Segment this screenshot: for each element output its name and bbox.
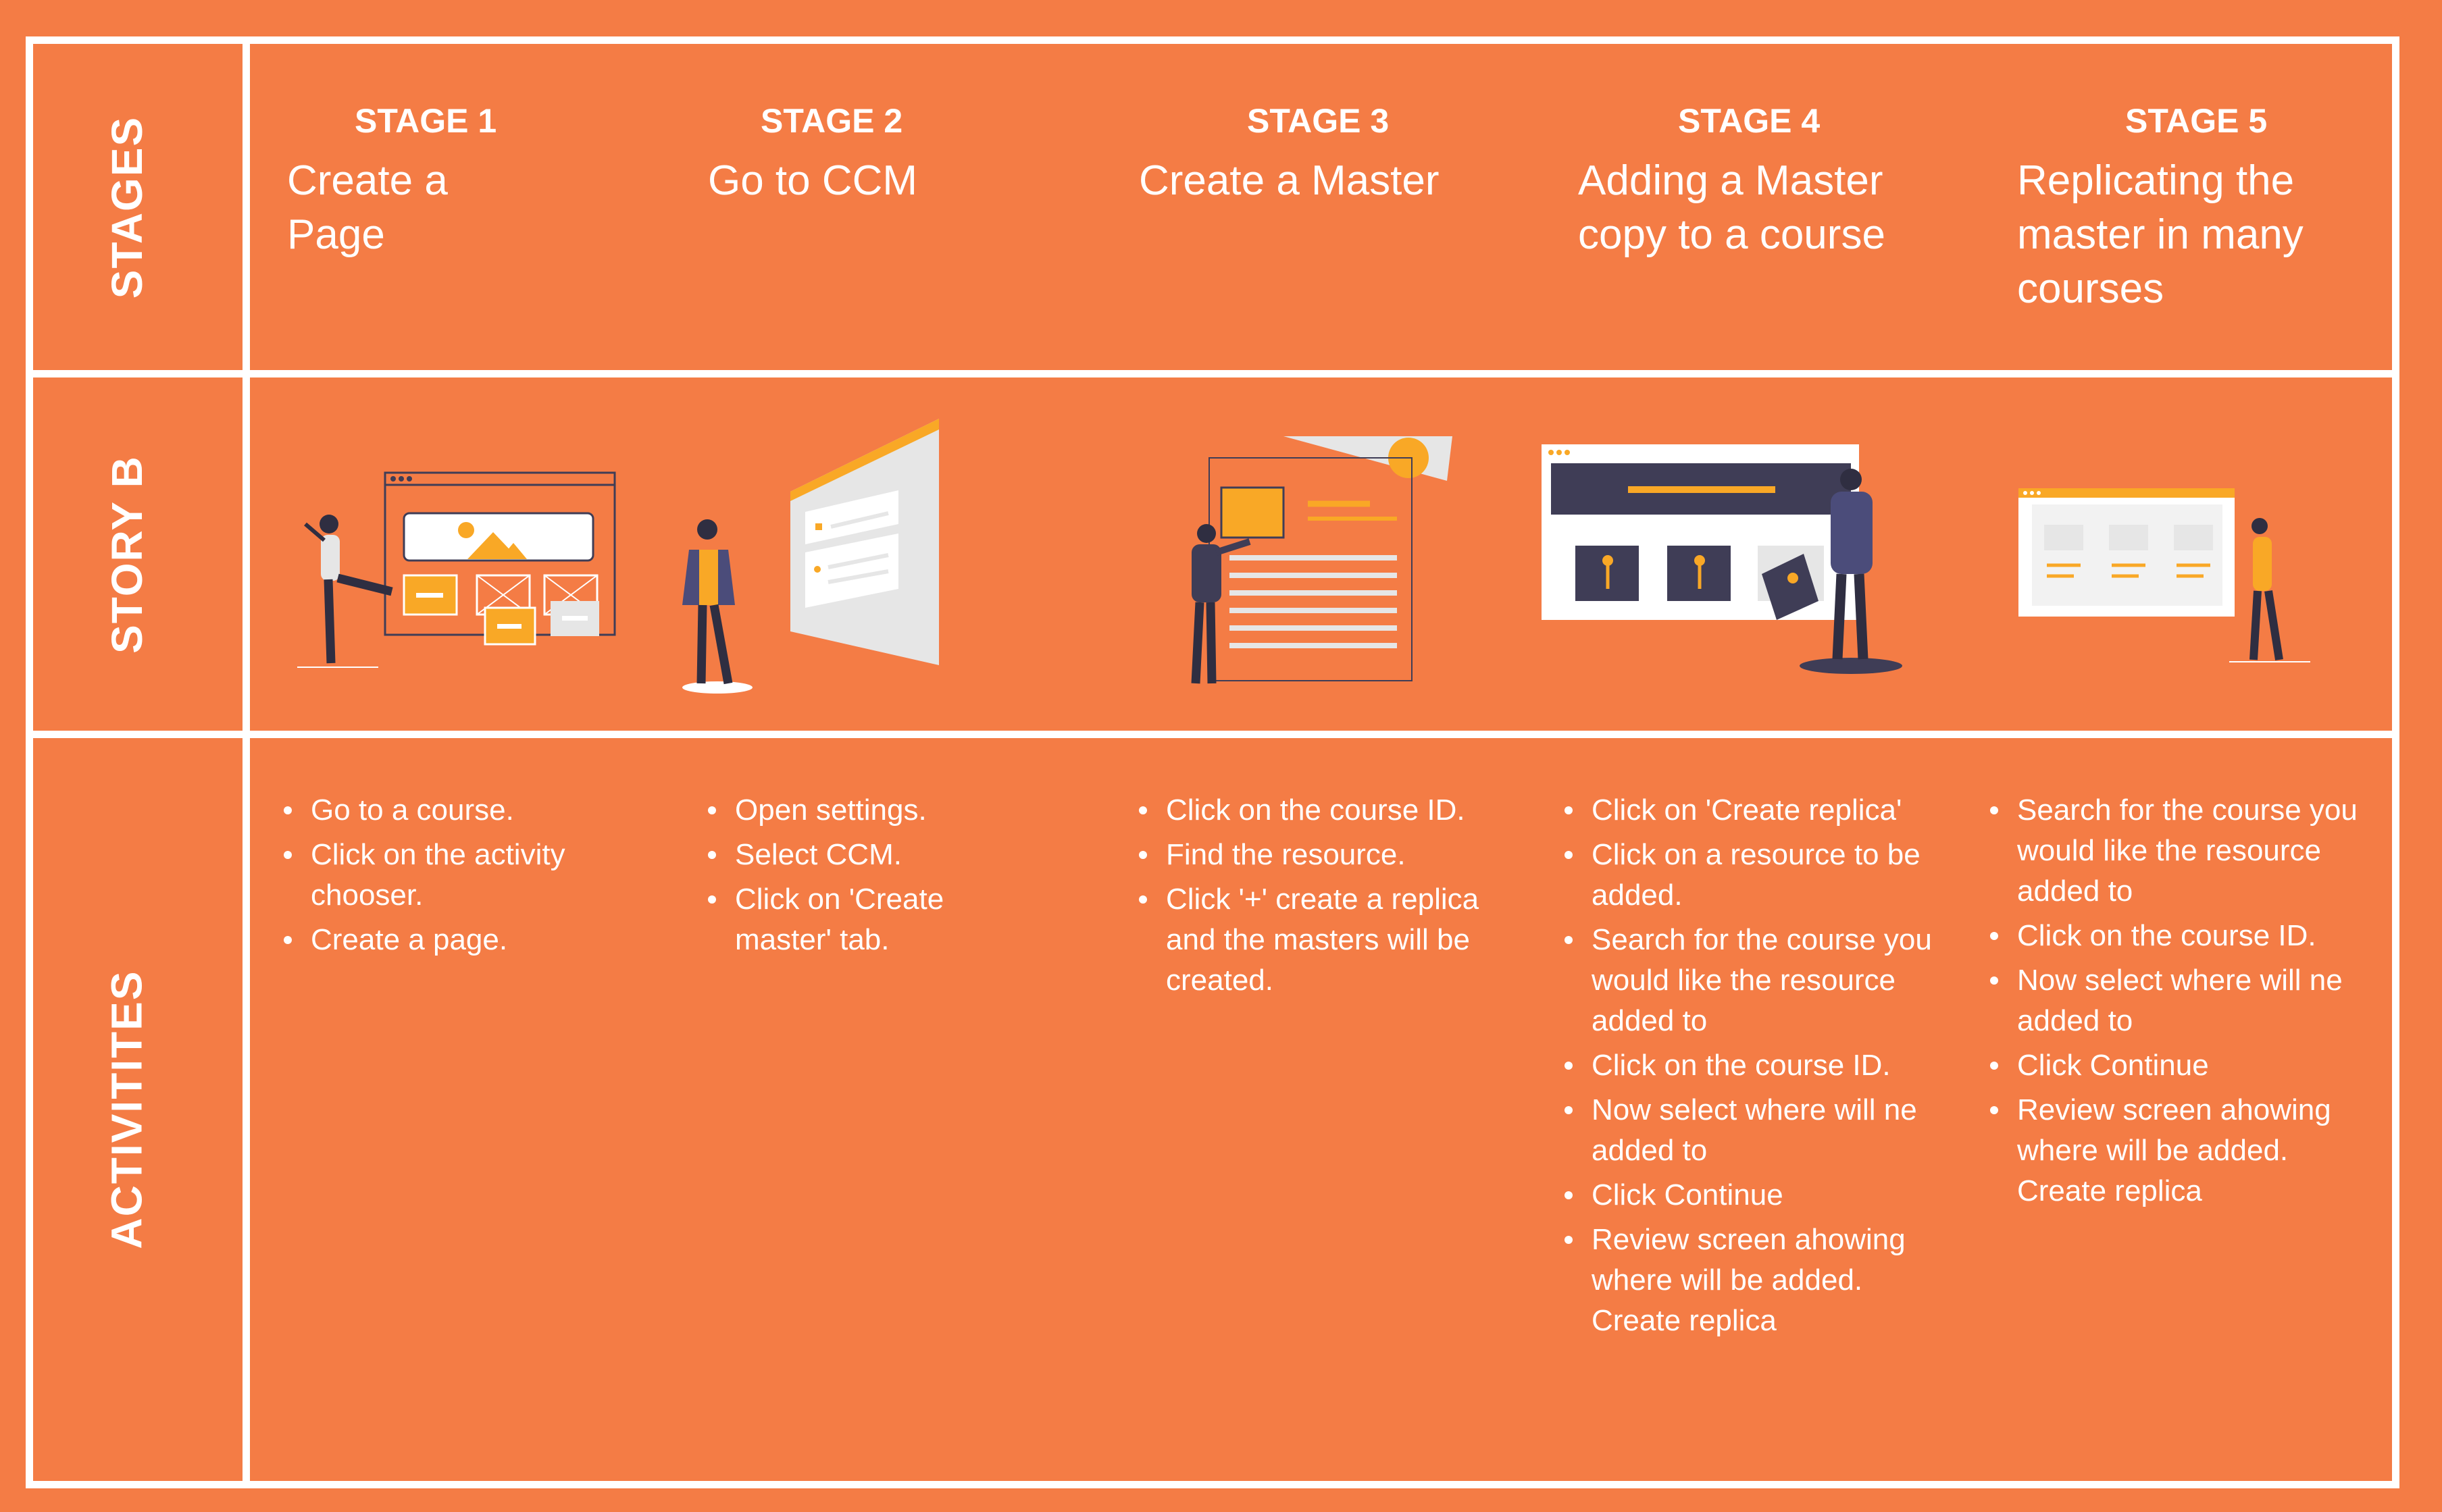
stage-2-activity: Click on 'Create master' tab. xyxy=(708,879,1046,960)
stage-2-activity: Select CCM. xyxy=(708,835,1046,875)
stage-1: STAGE 1 Create a Page xyxy=(287,101,544,262)
stage-3-title: Create a Master xyxy=(1139,157,1440,204)
stage-5-number: STAGE 5 xyxy=(2125,102,2268,140)
stage-3-activity: Click '+' create a replica and the maste… xyxy=(1139,879,1517,1001)
stage-5: STAGE 5 Replicating the master in many c… xyxy=(2017,101,2355,316)
stage-5-activity: Review screen ahowing where will be adde… xyxy=(1990,1090,2368,1211)
stage-1-activity: Create a page. xyxy=(284,920,621,960)
stage-2-activities: Open settings. Select CCM. Click on 'Cre… xyxy=(708,790,1046,964)
row-label-stages: STAGES xyxy=(78,44,176,370)
stage-4-activity: Now select where will ne added to xyxy=(1565,1090,1943,1171)
stage-4-activity: Click on a resource to be added. xyxy=(1565,835,1943,916)
row-label-stages-text: STAGES xyxy=(103,115,151,298)
stage-5-title: Replicating the master in many courses xyxy=(2017,157,2304,312)
row-divider-1 xyxy=(26,370,2399,377)
row-divider-2 xyxy=(26,731,2399,738)
stage-1-activities: Go to a course. Click on the activity ch… xyxy=(284,790,621,964)
row-label-activities-text: ACTIVITITES xyxy=(103,970,151,1249)
stage-1-activity: Click on the activity chooser. xyxy=(284,835,621,916)
stage-3-activity: Click on the course ID. xyxy=(1139,790,1517,831)
person-replicating-master-illustration xyxy=(2018,488,2310,662)
stage-4-activity: Click Continue xyxy=(1565,1175,1943,1216)
stage-4-activity: Click on 'Create replica' xyxy=(1565,790,1943,831)
stage-2: STAGE 2 Go to CCM xyxy=(708,101,965,208)
stage-4-title: Adding a Master copy to a course xyxy=(1578,157,1885,258)
stage-3: STAGE 3 Create a Master xyxy=(1139,101,1477,208)
stage-5-activity: Click on the course ID. xyxy=(1990,916,2368,956)
row-label-story: STORY B xyxy=(78,377,176,731)
person-adding-master-copy-illustration xyxy=(1542,444,1902,674)
stage-5-activities: Search for the course you would like the… xyxy=(1990,790,2368,1216)
stage-1-title: Create a Page xyxy=(287,157,448,258)
stage-5-activity: Search for the course you would like the… xyxy=(1990,790,2368,912)
row-label-divider xyxy=(243,36,250,1488)
stage-2-number: STAGE 2 xyxy=(761,102,903,140)
stage-3-activities: Click on the course ID. Find the resourc… xyxy=(1139,790,1517,1005)
stage-5-activity: Click Continue xyxy=(1990,1045,2368,1086)
stage-2-title: Go to CCM xyxy=(708,157,918,204)
stage-4-activity: Click on the course ID. xyxy=(1565,1045,1943,1086)
stage-3-activity: Find the resource. xyxy=(1139,835,1517,875)
person-settings-panel-illustration xyxy=(682,419,939,694)
stage-4-activity: Search for the course you would like the… xyxy=(1565,920,1943,1041)
stage-4: STAGE 4 Adding a Master copy to a course xyxy=(1578,101,1929,262)
person-building-page-illustration xyxy=(297,471,616,668)
stage-5-activity: Now select where will ne added to xyxy=(1990,960,2368,1041)
row-label-activities: ACTIVITITES xyxy=(78,738,176,1481)
table-frame xyxy=(26,36,2399,1488)
stage-4-activities: Click on 'Create replica' Click on a res… xyxy=(1565,790,1943,1345)
stage-4-number: STAGE 4 xyxy=(1678,102,1821,140)
stage-2-activity: Open settings. xyxy=(708,790,1046,831)
person-creating-master-illustration xyxy=(1191,436,1452,684)
stage-3-number: STAGE 3 xyxy=(1247,102,1390,140)
stage-1-number: STAGE 1 xyxy=(355,102,497,140)
stage-4-activity: Review screen ahowing where will be adde… xyxy=(1565,1220,1943,1341)
row-label-story-text: STORY B xyxy=(103,454,151,654)
stage-1-activity: Go to a course. xyxy=(284,790,621,831)
